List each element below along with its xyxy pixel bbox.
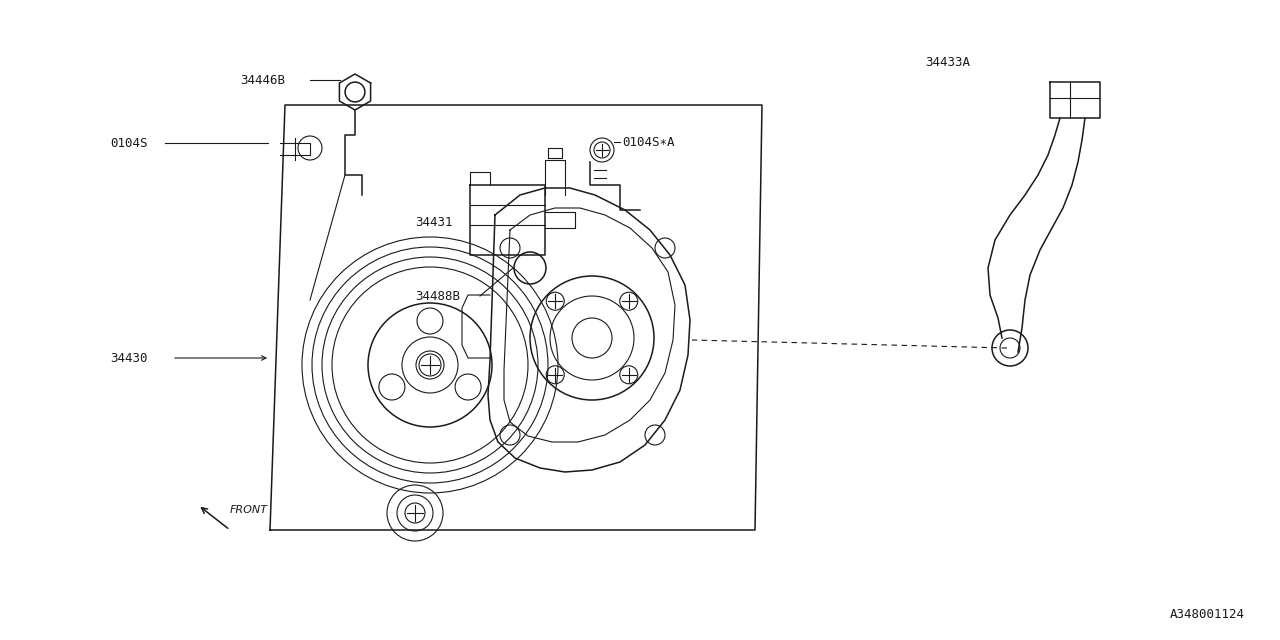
Text: A348001124: A348001124 (1170, 609, 1245, 621)
Text: 34433A: 34433A (925, 56, 970, 68)
Text: 34488B: 34488B (415, 289, 460, 303)
Text: 0104S: 0104S (110, 136, 147, 150)
Text: FRONT: FRONT (230, 505, 268, 515)
Text: 34446B: 34446B (241, 74, 285, 86)
Text: 34430: 34430 (110, 351, 147, 365)
Text: 0104S∗A: 0104S∗A (622, 136, 675, 148)
Text: 34431: 34431 (415, 216, 453, 228)
